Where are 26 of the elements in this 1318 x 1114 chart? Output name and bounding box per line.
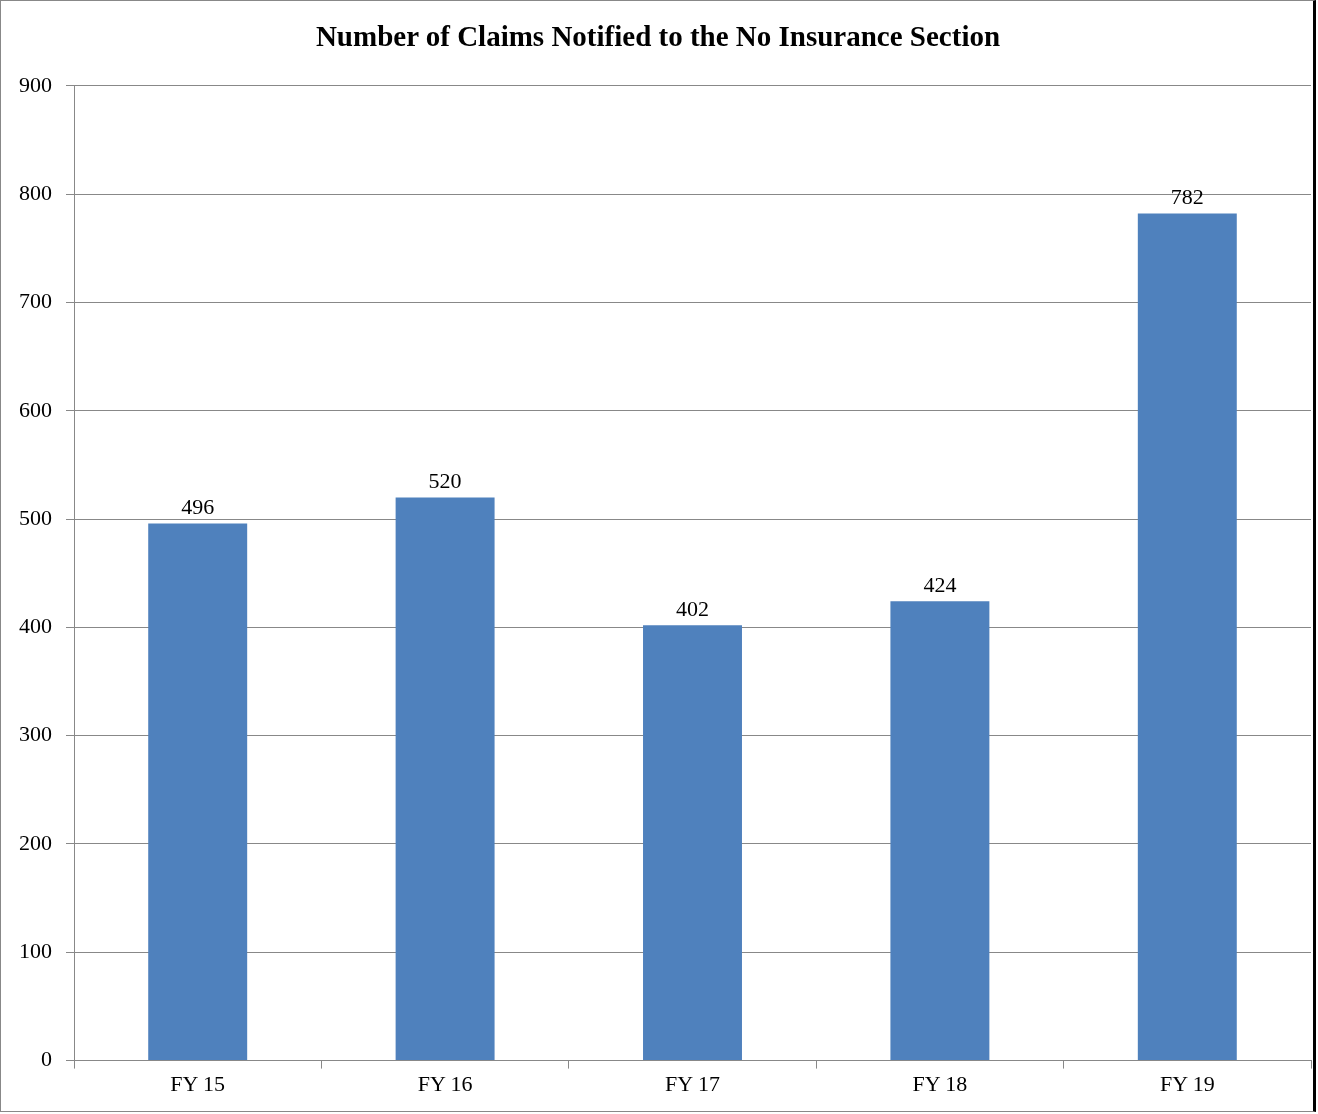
x-tick-label: FY 16 (417, 1070, 473, 1096)
data-label: 782 (1170, 184, 1204, 210)
x-tick-label: FY 19 (1159, 1070, 1215, 1096)
bar (1137, 213, 1237, 1061)
y-tick-label: 200 (19, 829, 52, 855)
y-tick-label: 500 (19, 504, 52, 530)
data-label: 520 (428, 468, 462, 494)
data-label: 402 (676, 595, 709, 621)
bar (148, 523, 248, 1061)
y-tick-label: 800 (19, 179, 52, 205)
bar (643, 625, 742, 1061)
y-tick-label: 100 (19, 938, 52, 964)
data-label: 496 (181, 494, 215, 520)
y-tick-label: 400 (19, 613, 52, 639)
chart-title: Number of Claims Notified to the No Insurance Section (315, 19, 1001, 52)
bar (395, 497, 495, 1061)
y-tick-label: 0 (41, 1046, 52, 1072)
bar (890, 601, 990, 1061)
x-tick-label: FY 18 (912, 1070, 968, 1096)
data-label: 424 (923, 572, 957, 598)
y-tick-label: 300 (19, 721, 52, 747)
x-tick-label: FY 15 (170, 1070, 226, 1096)
x-tick-label: FY 17 (665, 1070, 720, 1096)
y-tick-label: 600 (19, 396, 52, 422)
y-tick-label: 900 (19, 71, 52, 97)
y-tick-label: 700 (19, 288, 52, 314)
